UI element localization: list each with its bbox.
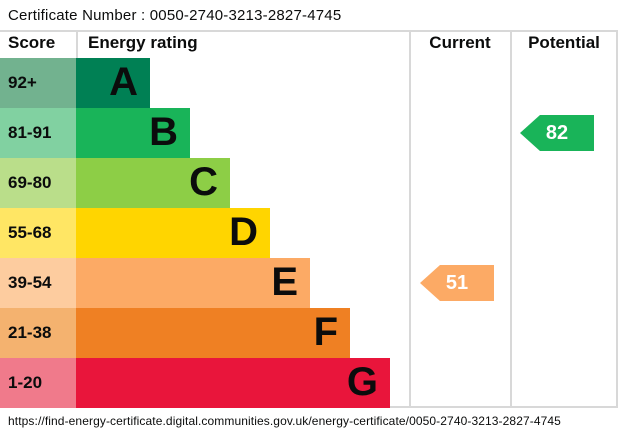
current-rating-arrow: 51 xyxy=(420,265,494,301)
band-row-e: 39-54 E xyxy=(0,258,390,308)
band-row-b: 81-91 B xyxy=(0,108,390,158)
column-header-potential: Potential xyxy=(528,33,600,52)
column-header-score: Score xyxy=(8,33,56,52)
band-row-a: 92+ A xyxy=(0,58,390,108)
band-rows: 92+ A 81-91 B 69-80 C 55-68 D 39-54 E 21-38 F 1-20 G xyxy=(0,58,390,408)
potential-rating-arrow: 82 xyxy=(520,115,594,151)
score-range-b: 81-91 xyxy=(0,108,76,158)
score-range-e: 39-54 xyxy=(0,258,76,308)
score-column-divider xyxy=(76,30,78,58)
band-row-f: 21-38 F xyxy=(0,308,390,358)
table-right-border xyxy=(616,30,618,408)
band-bar-f: F xyxy=(76,308,350,358)
score-range-d: 55-68 xyxy=(0,208,76,258)
score-range-g: 1-20 xyxy=(0,358,76,408)
score-range-f: 21-38 xyxy=(0,308,76,358)
band-row-d: 55-68 D xyxy=(0,208,390,258)
column-header-current: Current xyxy=(429,33,491,52)
band-bar-a: A xyxy=(76,58,150,108)
score-range-a: 92+ xyxy=(0,58,76,108)
potential-column-divider xyxy=(510,30,512,408)
band-row-g: 1-20 G xyxy=(0,358,390,408)
column-header-energy-rating: Energy rating xyxy=(88,33,198,52)
certificate-url: https://find-energy-certificate.digital.… xyxy=(8,414,561,428)
certificate-number: Certificate Number : 0050-2740-3213-2827… xyxy=(8,7,342,24)
score-range-c: 69-80 xyxy=(0,158,76,208)
band-bar-d: D xyxy=(76,208,270,258)
band-bar-e: E xyxy=(76,258,310,308)
current-column-divider xyxy=(409,30,411,408)
band-bar-c: C xyxy=(76,158,230,208)
table-top-border xyxy=(0,30,618,32)
band-bar-b: B xyxy=(76,108,190,158)
band-bar-g: G xyxy=(76,358,390,408)
band-row-c: 69-80 C xyxy=(0,158,390,208)
